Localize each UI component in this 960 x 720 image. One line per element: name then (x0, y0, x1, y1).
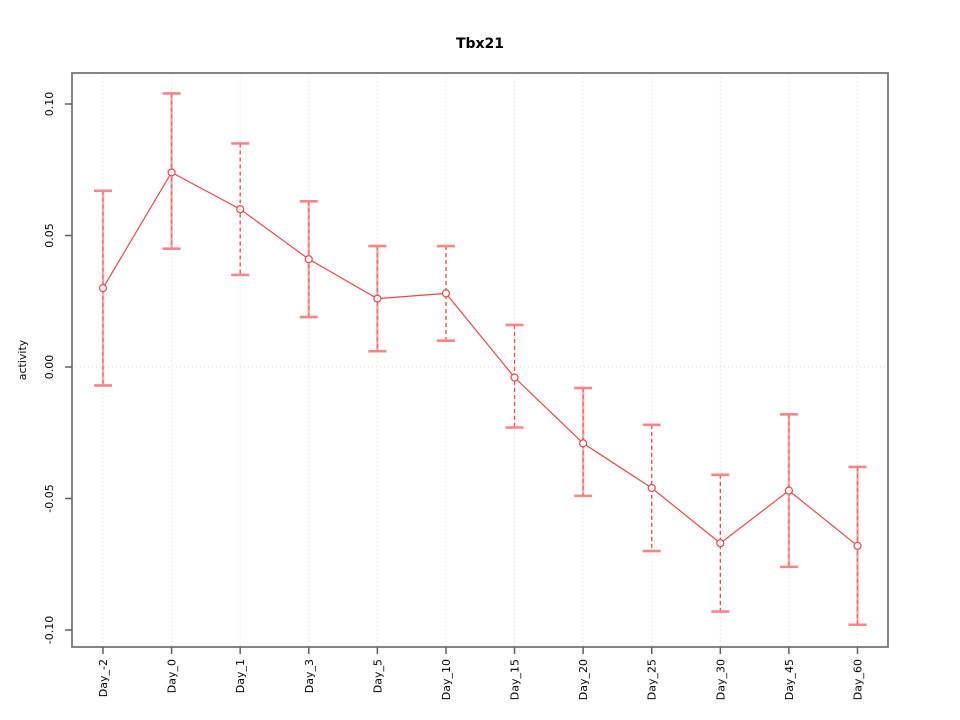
series-line-layer (102, 171, 858, 547)
error-bars-layer (94, 92, 867, 627)
data-point (441, 289, 451, 298)
x-tick-label: Day_60 (852, 659, 865, 700)
data-point (304, 255, 313, 264)
error-bar (436, 244, 455, 343)
x-tick-label: Day_15 (509, 659, 522, 700)
x-tick-label: Day_20 (577, 659, 590, 700)
gridlines-layer (72, 73, 888, 647)
x-tick-label: Day_-2 (97, 659, 110, 697)
data-point (853, 541, 862, 550)
x-tick-label: Day_5 (371, 659, 384, 693)
x-tick-label: Day_3 (303, 659, 316, 693)
plot-box (71, 72, 889, 648)
data-point (784, 486, 794, 495)
data-point (373, 294, 382, 303)
data-point (98, 284, 108, 293)
x-tick-label: Day_10 (440, 659, 453, 700)
chart-title: Tbx21 (456, 36, 504, 52)
y-tick-label: 0.00 (43, 355, 56, 380)
y-tick-label: -0.05 (43, 484, 56, 512)
data-point (510, 373, 519, 382)
axis-ticks-layer (65, 103, 859, 654)
data-point (236, 205, 245, 214)
data-point (716, 539, 725, 548)
data-point (167, 168, 176, 177)
y-tick-labels-layer: 0.10 0.05 0.00 -0.05 -0.10 (43, 92, 56, 644)
error-bar (711, 473, 730, 613)
x-tick-labels-layer: Day_-2 Day_0 Day_1 Day_3 Day_5 Day_10 Day_15 Da… (97, 659, 865, 700)
plot-box-layer (71, 72, 889, 648)
y-tick-label: -0.10 (43, 616, 56, 644)
x-tick-label: Day_30 (714, 659, 727, 700)
data-points-layer (98, 168, 862, 550)
x-tick-label: Day_45 (783, 659, 796, 700)
data-point (647, 483, 656, 493)
x-tick-label: Day_25 (646, 659, 659, 700)
x-tick-label: Day_0 (166, 659, 179, 693)
x-tick-label: Day_1 (234, 659, 247, 693)
data-point (579, 439, 588, 448)
y-axis-title: activity (16, 339, 29, 380)
series-line (102, 171, 858, 547)
y-tick-label: 0.05 (43, 223, 56, 248)
y-tick-label: 0.10 (43, 92, 56, 117)
